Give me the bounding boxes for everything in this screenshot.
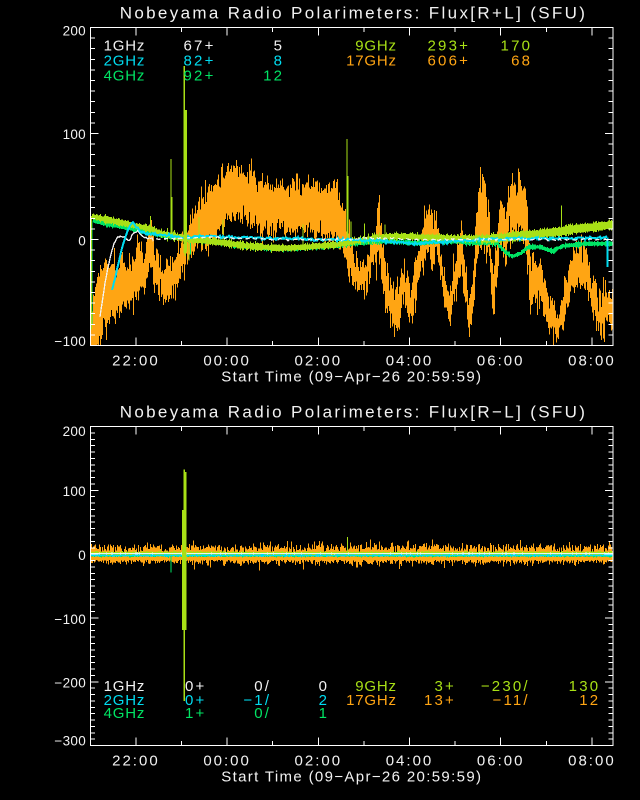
svg-text:67+: 67+ — [184, 37, 216, 54]
svg-text:22:00: 22:00 — [112, 352, 160, 369]
svg-text:0: 0 — [78, 548, 86, 563]
svg-text:04:00: 04:00 — [386, 352, 434, 369]
svg-text:13+: 13+ — [424, 692, 456, 709]
svg-text:170: 170 — [501, 37, 533, 54]
svg-text:9GHz: 9GHz — [355, 37, 397, 54]
svg-text:293+: 293+ — [428, 37, 471, 54]
svg-text:06:00: 06:00 — [477, 352, 525, 369]
svg-text:92+: 92+ — [184, 67, 216, 84]
svg-text:Start Time (09−Apr−26 20:59:59: Start Time (09−Apr−26 20:59:59) — [221, 368, 482, 385]
svg-text:200: 200 — [63, 424, 86, 439]
svg-text:200: 200 — [63, 23, 86, 38]
svg-text:06:00: 06:00 — [477, 752, 525, 769]
svg-text:1: 1 — [319, 705, 330, 722]
svg-text:08:00: 08:00 — [568, 752, 616, 769]
svg-text:12: 12 — [579, 692, 600, 709]
svg-text:Start Time (09−Apr−26 20:59:59: Start Time (09−Apr−26 20:59:59) — [221, 768, 482, 785]
svg-text:17GHz: 17GHz — [346, 52, 397, 69]
svg-text:5: 5 — [274, 37, 285, 54]
svg-text:04:00: 04:00 — [386, 752, 434, 769]
svg-text:0+: 0+ — [185, 692, 207, 709]
svg-text:02:00: 02:00 — [295, 752, 343, 769]
svg-text:Nobeyama Radio Polarimeters: F: Nobeyama Radio Polarimeters: Flux[R+L] (… — [120, 3, 588, 22]
svg-text:2GHz: 2GHz — [104, 692, 146, 709]
svg-text:−11/: −11/ — [492, 692, 529, 709]
svg-text:1+: 1+ — [185, 705, 207, 722]
svg-text:2: 2 — [319, 692, 330, 709]
svg-text:82+: 82+ — [184, 52, 216, 69]
svg-text:0: 0 — [78, 233, 86, 248]
svg-text:−200: −200 — [54, 676, 86, 691]
svg-text:00:00: 00:00 — [203, 352, 251, 369]
svg-text:0: 0 — [319, 678, 330, 695]
svg-text:130: 130 — [569, 678, 601, 695]
svg-text:0+: 0+ — [185, 678, 207, 695]
svg-text:4GHz: 4GHz — [104, 67, 146, 84]
svg-text:−100: −100 — [54, 334, 86, 349]
svg-text:17GHz: 17GHz — [346, 692, 397, 709]
svg-text:−230/: −230/ — [481, 678, 530, 695]
svg-text:12: 12 — [263, 67, 284, 84]
svg-text:9GHz: 9GHz — [355, 678, 397, 695]
svg-text:−300: −300 — [54, 734, 86, 749]
svg-text:22:00: 22:00 — [112, 752, 160, 769]
svg-text:−1/: −1/ — [243, 692, 271, 709]
svg-text:0/: 0/ — [254, 705, 271, 722]
svg-text:68: 68 — [511, 52, 532, 69]
svg-text:Nobeyama Radio Polarimeters: F: Nobeyama Radio Polarimeters: Flux[R−L] (… — [120, 402, 588, 421]
svg-text:00:00: 00:00 — [203, 752, 251, 769]
svg-text:0/: 0/ — [254, 678, 271, 695]
svg-text:3+: 3+ — [434, 678, 456, 695]
svg-text:02:00: 02:00 — [295, 352, 343, 369]
svg-text:8: 8 — [274, 52, 285, 69]
svg-text:2GHz: 2GHz — [104, 52, 146, 69]
svg-text:606+: 606+ — [428, 52, 471, 69]
svg-text:08:00: 08:00 — [568, 352, 616, 369]
svg-text:100: 100 — [63, 127, 86, 142]
svg-text:100: 100 — [63, 484, 86, 499]
svg-text:1GHz: 1GHz — [104, 678, 146, 695]
svg-text:1GHz: 1GHz — [104, 37, 146, 54]
svg-text:4GHz: 4GHz — [104, 705, 146, 722]
svg-text:−100: −100 — [54, 612, 86, 627]
